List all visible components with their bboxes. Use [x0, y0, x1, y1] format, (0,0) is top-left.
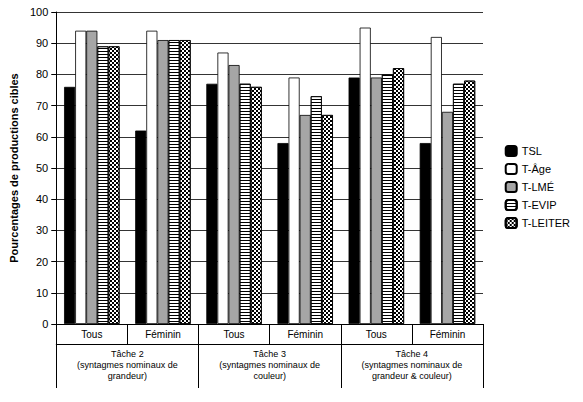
svg-text:60: 60 — [36, 131, 48, 143]
svg-text:40: 40 — [36, 193, 48, 205]
svg-text:20: 20 — [36, 256, 48, 268]
svg-text:50: 50 — [36, 162, 48, 174]
svg-text:grandeur & couleur): grandeur & couleur) — [372, 371, 452, 381]
svg-text:100: 100 — [30, 6, 48, 18]
svg-text:Pourcentages de productions ci: Pourcentages de productions cibles — [8, 73, 20, 263]
svg-text:Tâche 4: Tâche 4 — [396, 349, 429, 359]
svg-text:T-LEITER: T-LEITER — [522, 217, 570, 229]
svg-text:Tâche 3: Tâche 3 — [253, 349, 286, 359]
svg-text:Tous: Tous — [366, 329, 387, 340]
svg-text:70: 70 — [36, 100, 48, 112]
svg-text:TSL: TSL — [522, 145, 542, 157]
svg-text:10: 10 — [36, 287, 48, 299]
svg-text:couleur): couleur) — [253, 371, 286, 381]
svg-text:Tous: Tous — [224, 329, 245, 340]
svg-text:90: 90 — [36, 37, 48, 49]
svg-text:(syntagmes nominaux de: (syntagmes nominaux de — [219, 360, 320, 370]
svg-text:Féminin: Féminin — [287, 329, 323, 340]
svg-text:80: 80 — [36, 68, 48, 80]
svg-text:0: 0 — [42, 318, 48, 330]
svg-text:Tâche 2: Tâche 2 — [111, 349, 144, 359]
svg-text:T-EVIP: T-EVIP — [522, 199, 557, 211]
svg-text:T-Âge: T-Âge — [522, 163, 551, 175]
svg-text:(syntagmes nominaux de: (syntagmes nominaux de — [77, 360, 178, 370]
svg-text:Tous: Tous — [81, 329, 102, 340]
svg-text:(syntagmes nominaux de: (syntagmes nominaux de — [362, 360, 463, 370]
svg-text:30: 30 — [36, 224, 48, 236]
svg-text:T-LMÉ: T-LMÉ — [522, 181, 554, 193]
svg-text:Féminin: Féminin — [430, 329, 466, 340]
svg-text:Féminin: Féminin — [145, 329, 181, 340]
svg-text:grandeur): grandeur) — [108, 371, 147, 381]
